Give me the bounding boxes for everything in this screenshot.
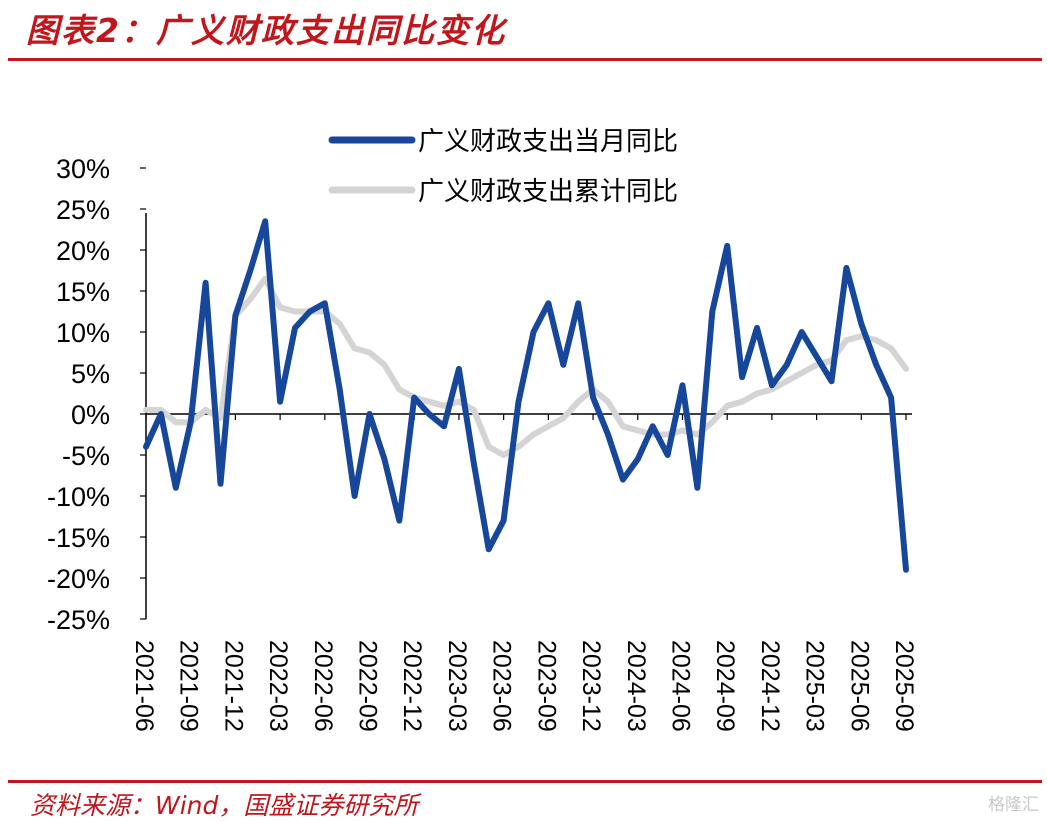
y-tick-label: 30% — [56, 154, 110, 184]
x-tick-label: 2021-06 — [130, 640, 158, 732]
x-tick-label: 2021-09 — [175, 640, 203, 732]
x-tick-label: 2021-12 — [219, 640, 247, 732]
figure-title: 图表2：广义财政支出同比变化 — [26, 11, 506, 50]
y-axis-ticks: 30% 25% 20% 15% 10% 5% 0% -5% -10% -15% -20% -25% — [47, 154, 146, 635]
x-tick-label: 2023-03 — [443, 640, 471, 732]
x-tick-label: 2022-06 — [309, 640, 337, 732]
y-tick-label: 20% — [56, 236, 110, 266]
x-tick-label: 2022-12 — [398, 640, 426, 732]
y-tick-label: -20% — [47, 564, 110, 594]
x-tick-label: 2025-06 — [845, 640, 873, 732]
footer-rule — [8, 780, 1042, 783]
legend-label-monthly: 广义财政支出当月同比 — [418, 127, 678, 157]
x-tick-label: 2024-03 — [622, 640, 650, 732]
x-tick-label: 2022-09 — [354, 640, 382, 732]
series-line-monthly — [143, 218, 909, 573]
y-tick-label: -10% — [47, 482, 110, 512]
x-tick-label: 2023-09 — [532, 640, 560, 732]
x-tick-label: 2024-12 — [756, 640, 784, 732]
x-tick-label: 2025-09 — [890, 640, 918, 732]
legend-label-cumulative: 广义财政支出累计同比 — [418, 177, 678, 207]
x-tick-label: 2022-03 — [264, 640, 292, 732]
y-tick-label: -15% — [47, 523, 110, 553]
x-tick-label: 2024-06 — [666, 640, 694, 732]
y-tick-label: -25% — [47, 605, 110, 635]
x-tick-label: 2023-06 — [488, 640, 516, 732]
title-rule — [8, 58, 1042, 61]
x-tick-label: 2025-03 — [801, 640, 829, 732]
series-lines — [143, 218, 909, 573]
y-tick-label: 5% — [71, 359, 110, 389]
y-tick-label: 10% — [56, 318, 110, 348]
y-tick-label: 0% — [71, 400, 110, 430]
watermark: 格隆汇 — [988, 795, 1039, 815]
x-axis-ticks: 2021-06 2021-09 2021-12 2022-03 2022-06 2022-… — [130, 640, 918, 732]
x-tick-label: 2024-09 — [711, 640, 739, 732]
source-note: 资料来源：Wind，国盛证券研究所 — [30, 791, 419, 820]
y-tick-label: -5% — [62, 441, 110, 471]
y-tick-label: 15% — [56, 277, 110, 307]
axes — [145, 213, 912, 619]
y-tick-label: 25% — [56, 195, 110, 225]
x-tick-label: 2023-12 — [577, 640, 605, 732]
